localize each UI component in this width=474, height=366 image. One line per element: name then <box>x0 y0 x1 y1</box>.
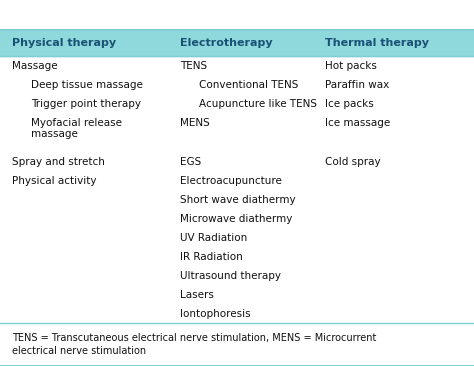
Text: IR Radiation: IR Radiation <box>180 252 243 262</box>
Text: Spray and stretch: Spray and stretch <box>12 157 105 167</box>
Text: Electroacupuncture: Electroacupuncture <box>180 176 282 186</box>
Text: Lasers: Lasers <box>180 290 214 300</box>
Text: Trigger point therapy: Trigger point therapy <box>31 99 141 109</box>
Text: Thermal therapy: Thermal therapy <box>325 38 428 48</box>
Text: Microwave diathermy: Microwave diathermy <box>180 214 292 224</box>
Text: Iontophoresis: Iontophoresis <box>180 309 251 319</box>
Text: Myofacial release: Myofacial release <box>31 118 122 128</box>
Text: Conventional TENS: Conventional TENS <box>199 80 299 90</box>
Text: Massage: Massage <box>12 61 57 71</box>
Text: Physical activity: Physical activity <box>12 176 96 186</box>
Text: TENS: TENS <box>180 61 207 71</box>
Text: Hot packs: Hot packs <box>325 61 376 71</box>
Text: UV Radiation: UV Radiation <box>180 233 247 243</box>
Text: Physical therapy: Physical therapy <box>12 38 116 48</box>
Text: Electrotherapy: Electrotherapy <box>180 38 273 48</box>
Bar <box>0 30 474 56</box>
Text: MENS: MENS <box>180 118 210 128</box>
Text: Cold spray: Cold spray <box>325 157 380 167</box>
Text: Ice massage: Ice massage <box>325 118 390 128</box>
Text: Ultrasound therapy: Ultrasound therapy <box>180 271 281 281</box>
Text: Ice packs: Ice packs <box>325 99 374 109</box>
Text: EGS: EGS <box>180 157 201 167</box>
Text: massage: massage <box>31 129 78 139</box>
Text: Short wave diathermy: Short wave diathermy <box>180 195 296 205</box>
Text: Paraffin wax: Paraffin wax <box>325 80 389 90</box>
Text: Deep tissue massage: Deep tissue massage <box>31 80 143 90</box>
Text: TENS = Transcutaneous electrical nerve stimulation, MENS = Microcurrent
electric: TENS = Transcutaneous electrical nerve s… <box>12 333 376 356</box>
Text: Acupuncture like TENS: Acupuncture like TENS <box>199 99 317 109</box>
